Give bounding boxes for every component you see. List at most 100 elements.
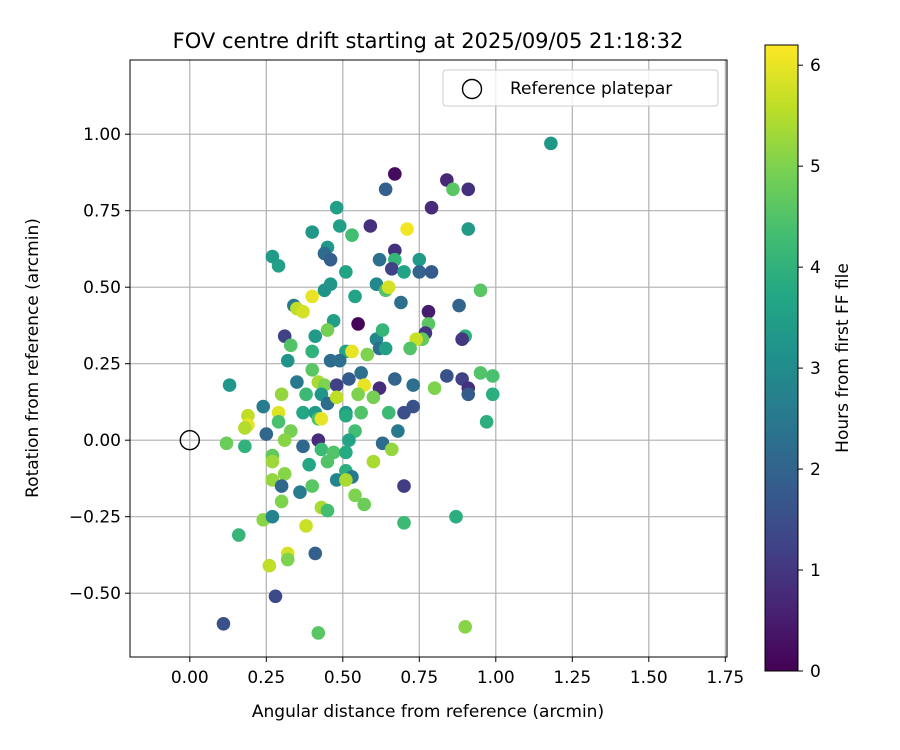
legend-entry-reference-platepar: Reference platepar <box>510 79 672 99</box>
data-point <box>339 408 353 423</box>
data-point <box>366 454 381 469</box>
data-point <box>274 387 289 402</box>
data-point <box>449 509 463 524</box>
colorbar-ticks: 0 1 2 3 4 5 6 <box>798 56 821 682</box>
legend-open-circle-icon <box>461 78 483 100</box>
data-point <box>283 338 298 353</box>
data-point <box>421 304 436 319</box>
data-point <box>329 378 344 392</box>
data-point <box>305 289 320 304</box>
data-point <box>363 219 378 233</box>
y-tick-label: 0.75 <box>83 202 121 222</box>
y-axis-label: Rotation from reference (arcmin) <box>23 218 43 498</box>
data-point <box>354 405 368 420</box>
data-point <box>323 252 338 267</box>
data-point <box>345 228 359 242</box>
data-point <box>394 295 408 310</box>
legend-box <box>442 69 719 107</box>
data-points <box>216 136 558 640</box>
data-point <box>271 258 286 273</box>
data-point <box>360 347 375 362</box>
data-point <box>238 421 252 435</box>
x-tick-label: 0.50 <box>324 668 362 688</box>
data-point <box>317 283 332 298</box>
data-point <box>378 341 393 356</box>
data-point <box>339 473 353 487</box>
data-point <box>256 399 271 414</box>
data-point <box>400 222 414 236</box>
data-point <box>296 439 310 454</box>
data-point <box>268 589 283 604</box>
data-point <box>302 457 316 472</box>
data-point <box>308 329 323 343</box>
data-point <box>351 317 365 331</box>
data-point <box>332 353 347 368</box>
data-point <box>320 454 335 469</box>
data-point <box>348 488 362 503</box>
data-point <box>440 369 454 383</box>
data-point <box>342 372 356 386</box>
data-point <box>314 411 329 426</box>
data-point <box>366 390 381 405</box>
data-point <box>397 516 411 530</box>
data-point <box>397 479 411 493</box>
data-point <box>452 298 466 313</box>
data-point <box>296 304 310 319</box>
chart-title: FOV centre drift starting at 2025/09/05 … <box>173 29 684 53</box>
data-point <box>397 265 411 279</box>
data-point <box>412 265 427 279</box>
y-axis-ticks: −0.50 −0.25 0.00 0.25 0.50 0.75 1.00 <box>69 125 130 604</box>
data-point <box>305 344 320 359</box>
colorbar-tick-label: 5 <box>810 157 821 177</box>
data-point <box>381 405 396 420</box>
data-point <box>262 558 277 573</box>
data-point <box>351 387 365 402</box>
colorbar-label: Hours from first FF file <box>833 263 853 453</box>
colorbar-tick-label: 2 <box>810 460 821 480</box>
colorbar-tick-label: 0 <box>810 662 821 682</box>
data-point <box>485 387 500 402</box>
colorbar-tick-label: 4 <box>810 258 821 278</box>
data-point <box>485 369 500 383</box>
colorbar-tick-label: 3 <box>810 359 821 379</box>
data-point <box>424 200 439 215</box>
data-point <box>238 439 252 454</box>
data-point <box>342 433 356 448</box>
x-tick-label: 1.00 <box>477 668 515 688</box>
data-point <box>375 323 390 337</box>
data-point <box>479 415 494 429</box>
data-point <box>388 372 402 386</box>
data-point <box>216 617 231 631</box>
data-point <box>329 390 344 405</box>
data-point <box>446 182 460 197</box>
x-axis-label: Angular distance from reference (arcmin) <box>252 702 604 722</box>
data-point <box>305 363 320 377</box>
data-point <box>357 497 372 512</box>
data-point <box>311 626 326 640</box>
data-point <box>473 283 488 298</box>
data-point <box>403 341 417 356</box>
data-point <box>458 620 473 634</box>
data-point <box>384 442 399 457</box>
data-point <box>384 262 399 276</box>
data-point <box>348 289 362 304</box>
data-point <box>277 433 292 448</box>
y-tick-label: 0.25 <box>83 355 121 375</box>
data-point <box>231 528 246 542</box>
data-point <box>406 378 420 392</box>
data-point <box>339 265 353 279</box>
data-point <box>378 182 393 197</box>
grid-lines <box>130 60 727 657</box>
data-point <box>455 332 469 347</box>
data-point <box>388 167 402 181</box>
data-point <box>265 454 280 469</box>
data-point <box>332 219 347 233</box>
data-point <box>461 387 476 402</box>
data-point <box>280 552 295 567</box>
data-point <box>406 399 420 414</box>
data-point <box>293 485 307 500</box>
data-point <box>424 265 439 279</box>
data-point <box>296 405 310 420</box>
data-point <box>391 424 405 438</box>
x-tick-label: 1.75 <box>706 668 744 688</box>
